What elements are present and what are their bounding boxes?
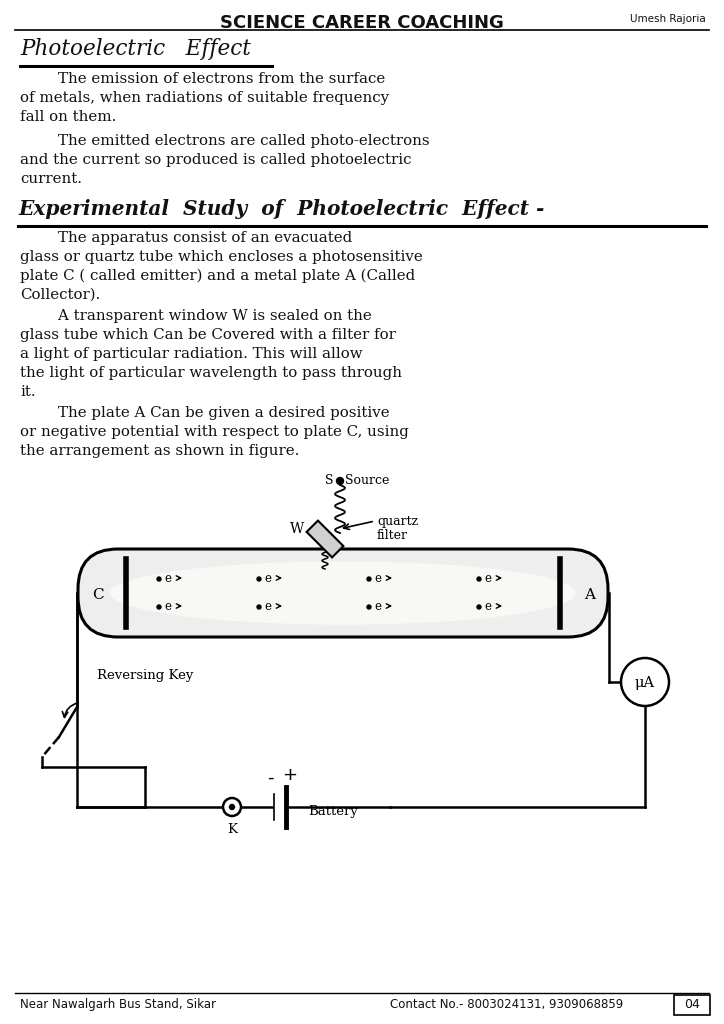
Text: glass tube which Can be Covered with a filter for: glass tube which Can be Covered with a f… xyxy=(20,328,396,342)
Text: the arrangement as shown in figure.: the arrangement as shown in figure. xyxy=(20,444,300,458)
Text: Near Nawalgarh Bus Stand, Sikar: Near Nawalgarh Bus Stand, Sikar xyxy=(20,998,216,1011)
Circle shape xyxy=(337,477,343,484)
Text: The plate A Can be given a desired positive: The plate A Can be given a desired posit… xyxy=(20,406,390,420)
Text: Reversing Key: Reversing Key xyxy=(97,669,193,682)
Circle shape xyxy=(477,605,481,609)
Text: Photoelectric   Effect: Photoelectric Effect xyxy=(20,38,251,60)
Text: and the current so produced is called photoelectric: and the current so produced is called ph… xyxy=(20,153,411,167)
Text: W: W xyxy=(290,522,304,536)
FancyBboxPatch shape xyxy=(674,995,710,1015)
Text: S: S xyxy=(326,473,334,486)
Text: quartz: quartz xyxy=(377,515,418,528)
Circle shape xyxy=(157,605,161,609)
Text: e: e xyxy=(374,599,381,612)
Text: 04: 04 xyxy=(684,998,700,1012)
Circle shape xyxy=(230,805,235,810)
Text: or negative potential with respect to plate C, using: or negative potential with respect to pl… xyxy=(20,425,409,439)
Text: Experimental  Study  of  Photoelectric  Effect -: Experimental Study of Photoelectric Effe… xyxy=(18,199,544,219)
Text: fall on them.: fall on them. xyxy=(20,110,117,124)
Circle shape xyxy=(367,577,371,581)
FancyBboxPatch shape xyxy=(78,549,608,637)
Text: Umesh Rajoria: Umesh Rajoria xyxy=(631,14,706,24)
Text: glass or quartz tube which encloses a photosensitive: glass or quartz tube which encloses a ph… xyxy=(20,250,423,264)
Text: e: e xyxy=(164,571,171,585)
Text: a light of particular radiation. This will allow: a light of particular radiation. This wi… xyxy=(20,347,363,361)
Text: The emitted electrons are called photo-electrons: The emitted electrons are called photo-e… xyxy=(20,134,429,148)
Text: -: - xyxy=(266,769,273,787)
Circle shape xyxy=(157,577,161,581)
Text: e: e xyxy=(264,599,271,612)
Text: e: e xyxy=(164,599,171,612)
Text: filter: filter xyxy=(377,529,408,542)
Text: e: e xyxy=(264,571,271,585)
Text: of metals, when radiations of suitable frequency: of metals, when radiations of suitable f… xyxy=(20,91,389,105)
Circle shape xyxy=(621,658,669,706)
Text: e: e xyxy=(484,571,491,585)
Text: Source: Source xyxy=(345,473,390,486)
Circle shape xyxy=(367,605,371,609)
Text: it.: it. xyxy=(20,385,35,399)
Text: Contact No.- 8003024131, 9309068859: Contact No.- 8003024131, 9309068859 xyxy=(390,998,623,1011)
Circle shape xyxy=(257,577,261,581)
Ellipse shape xyxy=(110,561,576,625)
Text: A transparent window W is sealed on the: A transparent window W is sealed on the xyxy=(20,309,371,323)
Circle shape xyxy=(257,605,261,609)
Text: C: C xyxy=(92,588,104,602)
Text: μA: μA xyxy=(635,676,655,690)
Text: Collector).: Collector). xyxy=(20,288,100,302)
Text: Battery: Battery xyxy=(308,805,358,817)
Text: The apparatus consist of an evacuated: The apparatus consist of an evacuated xyxy=(20,231,353,245)
Text: SCIENCE CAREER COACHING: SCIENCE CAREER COACHING xyxy=(220,14,504,32)
Text: A: A xyxy=(584,588,596,602)
Text: K: K xyxy=(227,823,237,836)
Polygon shape xyxy=(307,520,343,557)
Text: +: + xyxy=(282,766,298,784)
Text: the light of particular wavelength to pass through: the light of particular wavelength to pa… xyxy=(20,366,402,380)
Text: e: e xyxy=(374,571,381,585)
Text: e: e xyxy=(484,599,491,612)
Text: The emission of electrons from the surface: The emission of electrons from the surfa… xyxy=(20,72,385,86)
Text: plate C ( called emitter) and a metal plate A (Called: plate C ( called emitter) and a metal pl… xyxy=(20,269,416,284)
Circle shape xyxy=(477,577,481,581)
Circle shape xyxy=(223,798,241,816)
Text: current.: current. xyxy=(20,172,82,186)
